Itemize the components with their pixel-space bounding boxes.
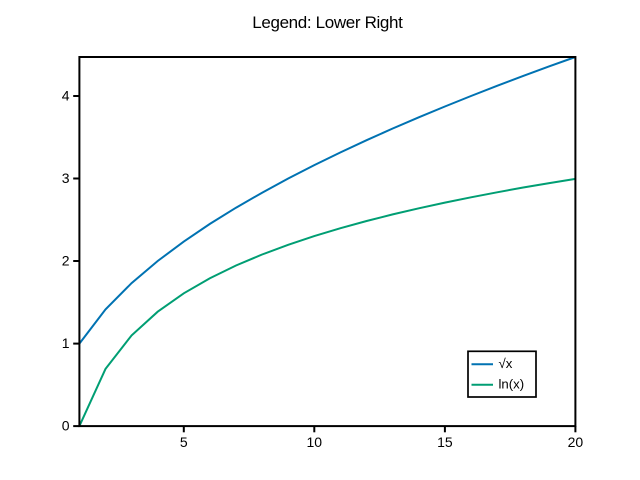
svg-text:Legend: Lower Right: Legend: Lower Right — [252, 13, 403, 32]
svg-text:15: 15 — [437, 434, 453, 450]
svg-text:0: 0 — [62, 418, 70, 434]
svg-text:1: 1 — [62, 335, 70, 351]
svg-text:2: 2 — [62, 253, 70, 269]
svg-text:3: 3 — [62, 170, 70, 186]
svg-text:√x: √x — [499, 356, 513, 371]
svg-text:5: 5 — [180, 434, 188, 450]
svg-text:20: 20 — [568, 434, 584, 450]
svg-text:ln(x): ln(x) — [499, 377, 525, 392]
svg-text:10: 10 — [307, 434, 323, 450]
svg-text:4: 4 — [62, 88, 70, 104]
